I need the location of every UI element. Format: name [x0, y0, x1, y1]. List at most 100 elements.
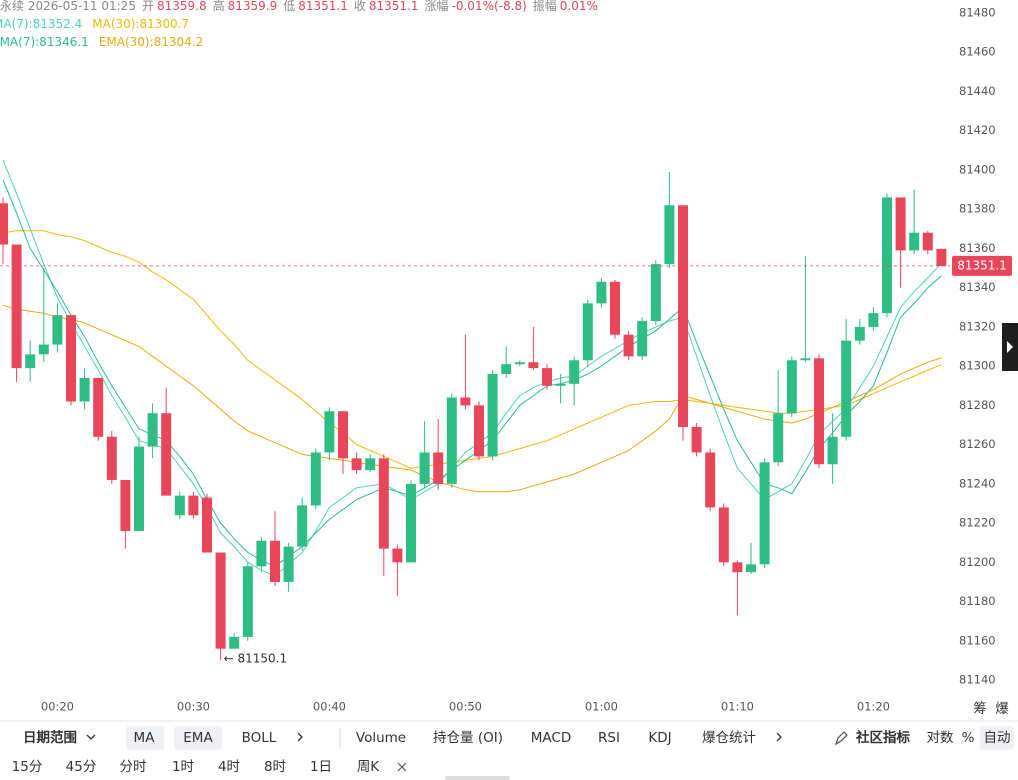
info-label: 振幅 — [533, 0, 557, 13]
candle-body — [759, 462, 770, 565]
info-value: 81359.9 — [228, 0, 278, 13]
indicator-button[interactable]: Volume — [356, 730, 406, 746]
indicator-button[interactable]: KDJ — [648, 730, 671, 746]
candle-body — [868, 313, 879, 327]
candle-body — [841, 340, 852, 437]
candle-body — [392, 548, 403, 563]
indicator-button[interactable]: EMA — [183, 730, 213, 746]
more-arrow[interactable] — [776, 732, 782, 742]
candle-body — [446, 397, 457, 484]
candle-body — [732, 562, 743, 573]
legend-entry: EMA(7):81346.1 — [0, 35, 89, 49]
candle-body — [93, 377, 104, 437]
candle-body — [419, 452, 430, 484]
close-icon[interactable] — [397, 762, 407, 772]
candle-body — [650, 264, 661, 322]
side-tab-arrow — [1007, 341, 1013, 353]
candle-body — [310, 452, 321, 506]
indicator-button[interactable]: MACD — [531, 730, 571, 746]
candle-body — [11, 244, 22, 369]
y-tick-label: 81460 — [959, 45, 996, 59]
indicator-button[interactable]: 爆仓统计 — [702, 730, 756, 746]
candle-body — [936, 248, 947, 266]
y-tick-label: 81200 — [959, 555, 996, 569]
candle-body — [188, 495, 199, 516]
candle-body — [365, 458, 376, 471]
info-value: 81351.1 — [298, 0, 348, 13]
candle-body — [324, 411, 335, 453]
interval-button[interactable]: 45分 — [66, 759, 97, 775]
auto-highlight — [980, 726, 1014, 750]
x-tick-label: 00:50 — [449, 700, 482, 714]
side-label[interactable]: 筹 — [973, 700, 987, 717]
more-arrow[interactable] — [297, 732, 303, 742]
interval-button[interactable]: 15分 — [12, 759, 43, 775]
x-tick-label: 00:40 — [313, 700, 346, 714]
candle-body — [474, 405, 484, 457]
indicator-button[interactable]: MA — [134, 730, 156, 746]
interval-button[interactable]: 4时 — [218, 759, 240, 775]
candle-body — [637, 321, 648, 357]
candle-body — [283, 546, 294, 582]
last-price-label: 81351.1 — [957, 258, 1007, 272]
candle-body — [664, 205, 675, 265]
indicator-button[interactable]: BOLL — [242, 730, 277, 746]
candle-body — [202, 497, 212, 553]
info-label: 低 — [283, 0, 295, 13]
candle-body — [147, 413, 158, 447]
candle-body — [528, 362, 539, 369]
x-tick-label: 00:20 — [41, 700, 74, 714]
indicator-line — [2, 230, 942, 469]
indicator-button[interactable]: 对数 — [927, 730, 955, 746]
y-tick-label: 81280 — [959, 398, 996, 412]
info-label: 涨幅 — [425, 0, 449, 13]
candle-body — [52, 315, 63, 345]
candle-body — [25, 354, 36, 369]
candle-body — [338, 411, 348, 459]
interval-button[interactable]: 8时 — [264, 759, 286, 775]
indicator-lines — [2, 159, 942, 577]
legend-row: MA(7):81352.4 MA(30):81300.7 — [0, 17, 189, 31]
y-tick-label: 81480 — [959, 6, 996, 20]
y-tick-label: 81160 — [959, 633, 996, 647]
candle-body — [297, 505, 308, 547]
y-tick-label: 81260 — [959, 437, 996, 451]
indicator-button[interactable]: 自动 — [984, 730, 1011, 746]
candle-body — [120, 479, 131, 531]
ema-highlight — [174, 726, 222, 750]
candle-body — [66, 315, 76, 402]
indicator-line — [2, 179, 942, 567]
candle-body — [378, 458, 389, 549]
indicator-button[interactable]: 社区指标 — [855, 729, 910, 746]
candle-body — [691, 426, 702, 453]
indicator-button[interactable]: 日期范围 — [23, 729, 77, 746]
candle-body — [542, 368, 552, 386]
y-tick-label: 81300 — [959, 359, 996, 373]
candle-body — [514, 362, 525, 365]
x-tick-label: 01:00 — [585, 700, 618, 714]
indicator-button[interactable]: 持仓量 (OI) — [433, 730, 503, 746]
candle-body — [134, 446, 144, 531]
interval-button[interactable]: 1时 — [172, 759, 194, 775]
interval-button[interactable]: 周K — [357, 759, 380, 775]
candle-body — [569, 360, 580, 384]
candle-body — [38, 344, 49, 355]
chevron-down[interactable] — [86, 734, 96, 740]
candle-body — [773, 413, 784, 463]
candle-body — [351, 458, 362, 471]
candle-body — [922, 232, 933, 251]
y-tick-label: 81180 — [959, 594, 996, 608]
edit-icon[interactable] — [834, 731, 848, 746]
legend-entry: MA(7):81352.4 — [0, 17, 82, 31]
y-tick-label: 81360 — [959, 241, 996, 255]
indicator-button[interactable]: % — [962, 730, 975, 746]
candle-body — [800, 358, 811, 361]
candle-body — [705, 452, 716, 508]
indicator-button[interactable]: RSI — [598, 730, 620, 746]
candle-body — [270, 540, 280, 582]
interval-button[interactable]: 分时 — [120, 759, 147, 775]
side-label[interactable]: 爆 — [995, 701, 1009, 717]
candle-body — [256, 540, 267, 567]
interval-button[interactable]: 1日 — [310, 759, 332, 775]
y-tick-label: 81440 — [959, 84, 996, 98]
